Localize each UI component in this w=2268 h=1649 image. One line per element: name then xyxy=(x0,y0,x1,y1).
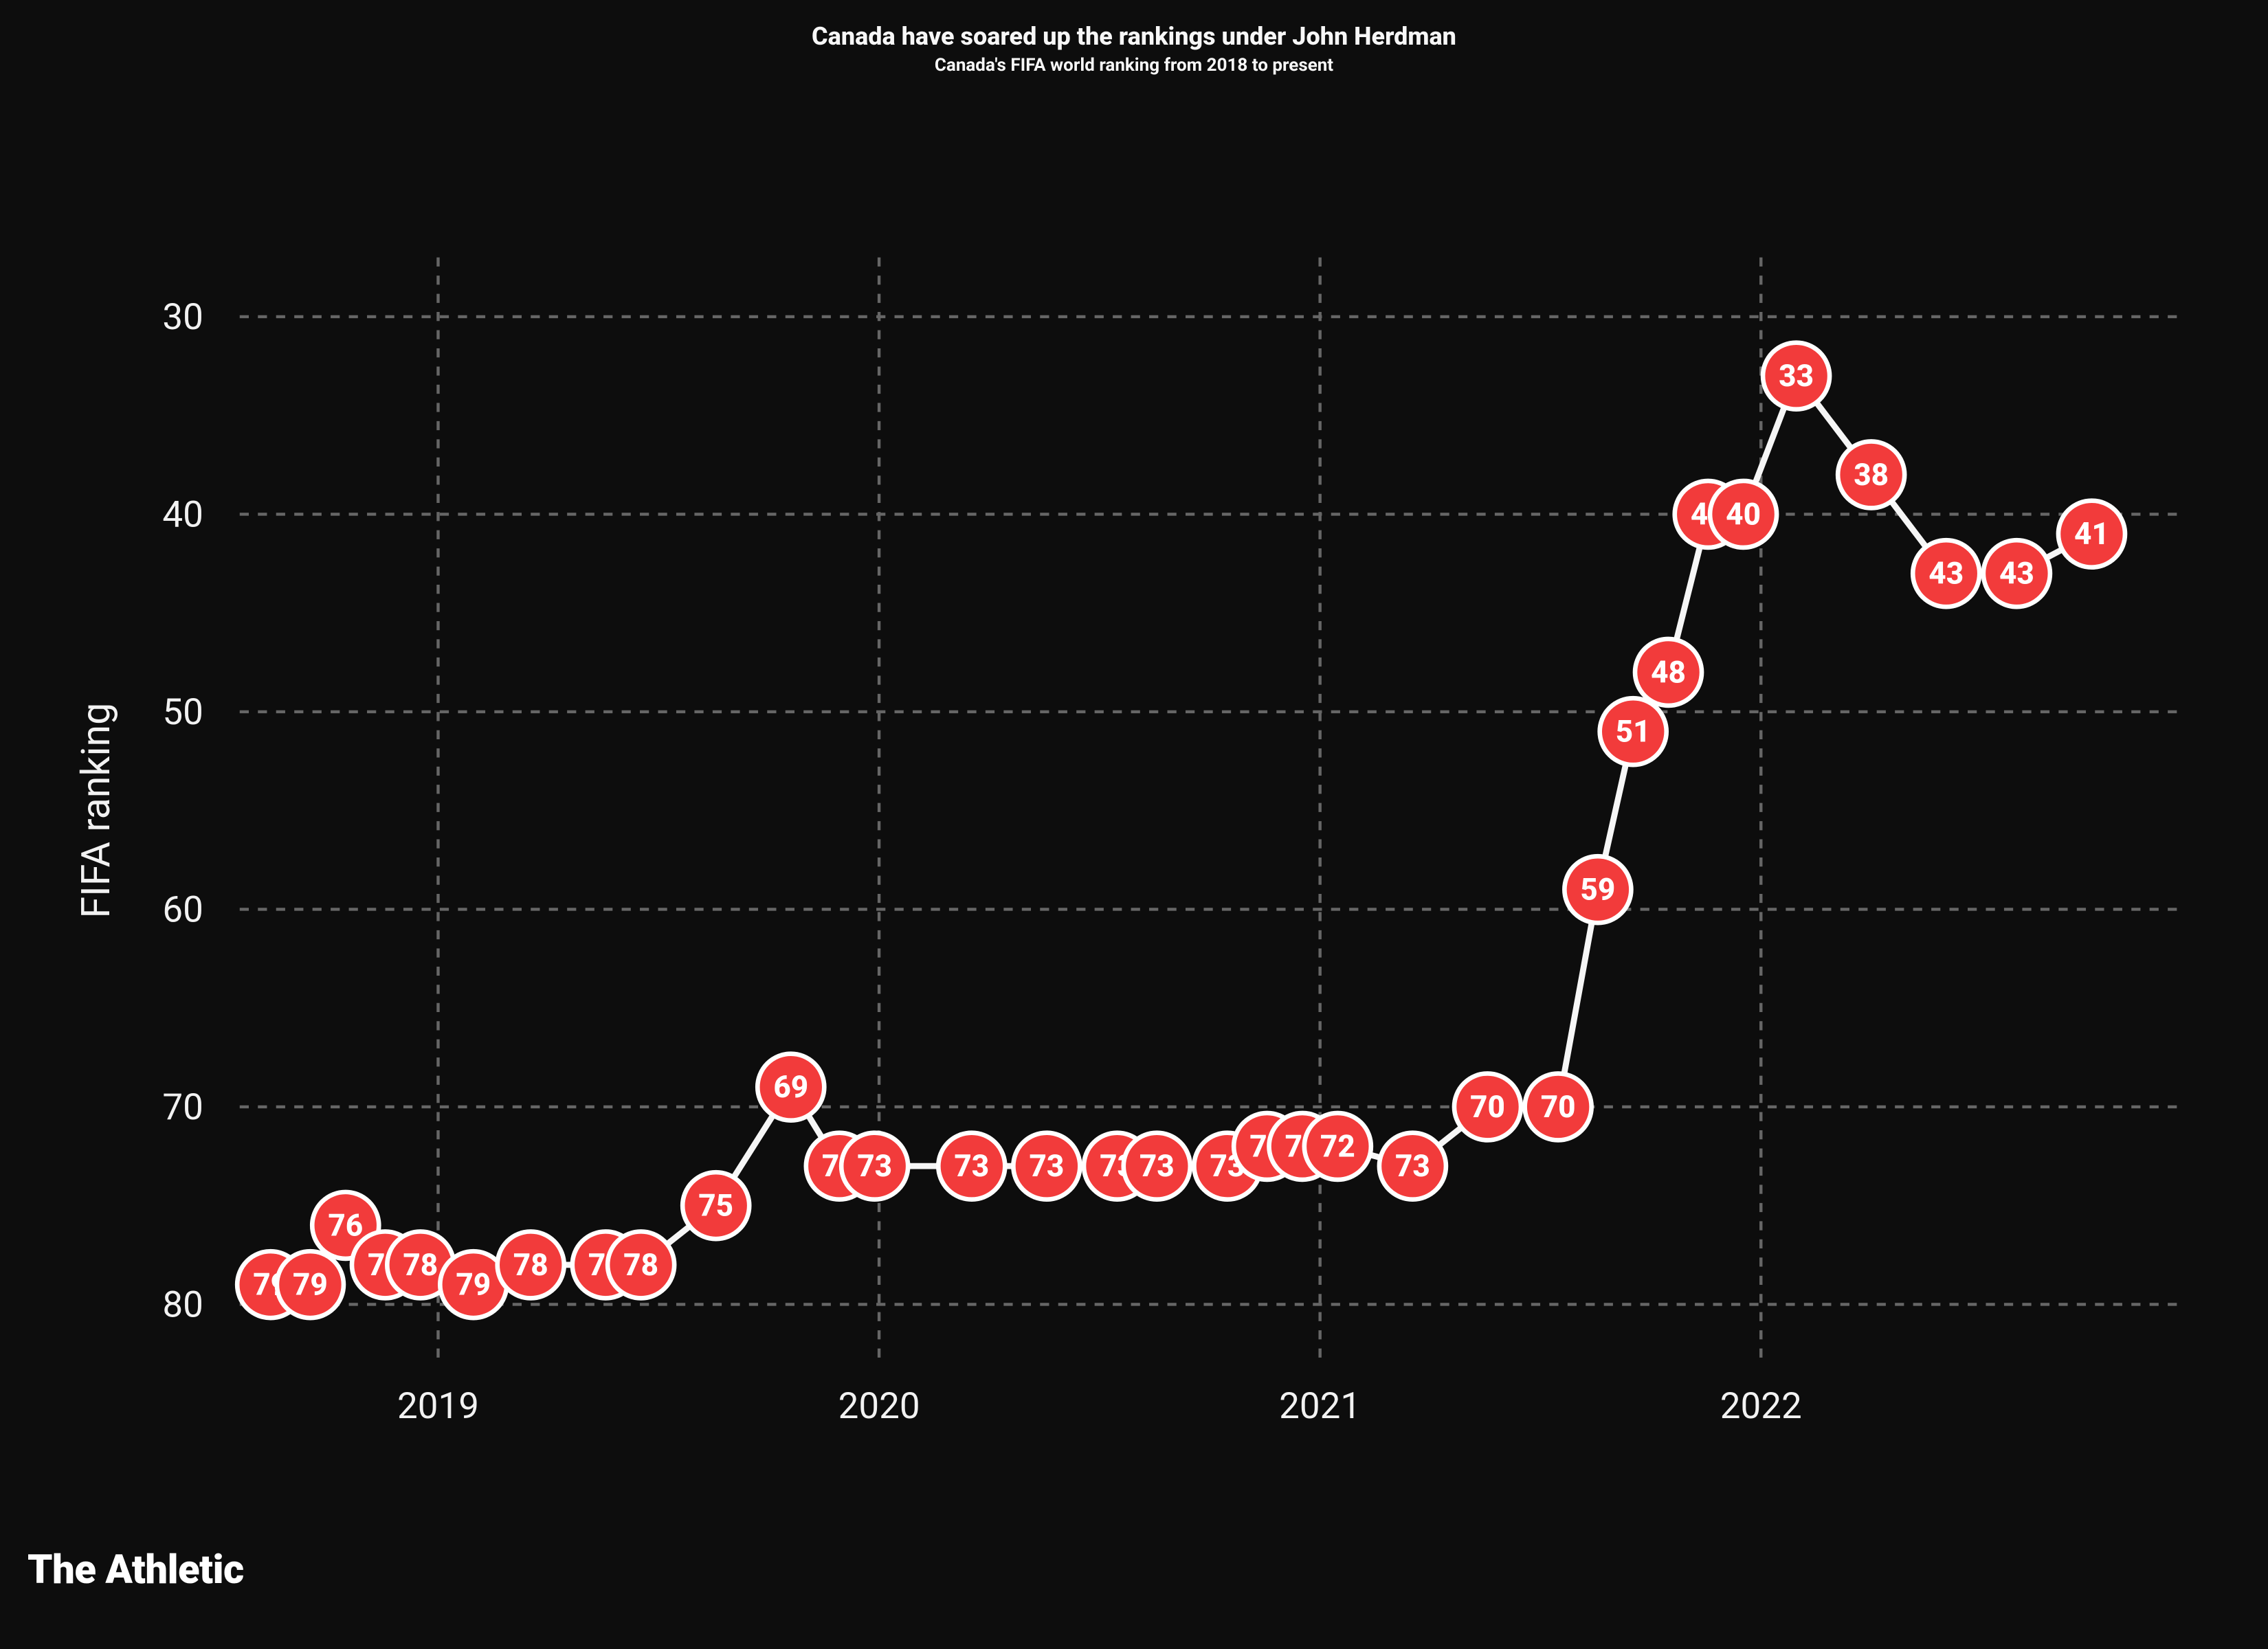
data-point: 59 xyxy=(1564,856,1631,923)
data-point: 72 xyxy=(1304,1113,1371,1180)
data-point-label: 73 xyxy=(1139,1148,1175,1184)
data-point: 41 xyxy=(2058,501,2125,568)
y-tick-label: 80 xyxy=(162,1283,203,1325)
chart-plot-area: 30 40 50 60 70 80 2019 2020 2021 2022 FIFA ranking… xyxy=(27,76,2241,1530)
data-point-label: 73 xyxy=(1029,1148,1064,1184)
data-point: 40 xyxy=(1710,481,1777,548)
data-point-label: 78 xyxy=(403,1247,438,1283)
data-point: 78 xyxy=(498,1231,564,1298)
data-point: 79 xyxy=(277,1251,344,1318)
data-point-label: 70 xyxy=(1541,1089,1576,1125)
data-point: 78 xyxy=(608,1231,674,1298)
y-tick-label: 60 xyxy=(162,888,203,930)
data-point: 73 xyxy=(938,1133,1005,1200)
data-point: 73 xyxy=(1124,1133,1190,1200)
data-point: 73 xyxy=(1379,1133,1446,1200)
data-point-label: 78 xyxy=(623,1247,658,1283)
data-point-label: 79 xyxy=(456,1267,491,1303)
data-point-label: 70 xyxy=(1470,1089,1505,1125)
data-point-label: 78 xyxy=(513,1247,548,1283)
data-point-label: 69 xyxy=(773,1069,808,1105)
data-point: 73 xyxy=(841,1133,908,1200)
chart-title: Canada have soared up the rankings under… xyxy=(27,22,2241,51)
data-point: 38 xyxy=(1838,441,1904,508)
data-point-label: 40 xyxy=(1726,496,1761,532)
y-tick-label: 40 xyxy=(162,493,203,535)
data-point: 69 xyxy=(757,1054,824,1121)
data-point: 33 xyxy=(1763,343,1830,410)
y-axis-label: FIFA ranking xyxy=(73,703,119,919)
data-point-label: 38 xyxy=(1854,457,1889,493)
data-point: 70 xyxy=(1525,1073,1592,1140)
data-point-label: 72 xyxy=(1320,1128,1355,1164)
chart-titles: Canada have soared up the rankings under… xyxy=(27,22,2241,76)
chart-container: Canada have soared up the rankings under… xyxy=(0,0,2268,1547)
data-point-label: 43 xyxy=(1999,556,2034,592)
data-point-label: 79 xyxy=(293,1267,328,1303)
data-point: 48 xyxy=(1635,639,1702,706)
data-point-label: 59 xyxy=(1580,872,1615,908)
data-point: 43 xyxy=(1983,540,2050,607)
data-point-label: 33 xyxy=(1779,358,1814,394)
data-point: 51 xyxy=(1600,698,1667,765)
data-point-label: 73 xyxy=(857,1148,892,1184)
x-tick-label: 2021 xyxy=(1279,1384,1361,1427)
data-point: 70 xyxy=(1454,1073,1521,1140)
y-tick-label: 50 xyxy=(162,691,203,733)
data-point: 75 xyxy=(682,1172,749,1239)
data-point-label: 51 xyxy=(1616,714,1651,750)
x-tick-label: 2019 xyxy=(397,1384,479,1427)
data-point: 73 xyxy=(1013,1133,1080,1200)
data-point: 43 xyxy=(1913,540,1979,607)
y-tick-label: 70 xyxy=(162,1086,203,1128)
chart-subtitle: Canada's FIFA world ranking from 2018 to… xyxy=(27,55,2241,76)
data-point-label: 75 xyxy=(698,1188,733,1224)
data-point-label: 43 xyxy=(1928,556,1964,592)
brand-logo: The Athletic xyxy=(0,1547,2268,1610)
x-tick-label: 2022 xyxy=(1720,1384,1802,1427)
data-point-label: 76 xyxy=(328,1207,363,1243)
data-point-label: 73 xyxy=(1395,1148,1430,1184)
data-point-label: 41 xyxy=(2074,516,2109,552)
x-tick-label: 2020 xyxy=(838,1384,920,1427)
data-point-label: 73 xyxy=(954,1148,989,1184)
data-point-label: 48 xyxy=(1651,654,1686,690)
y-tick-label: 30 xyxy=(162,295,203,338)
